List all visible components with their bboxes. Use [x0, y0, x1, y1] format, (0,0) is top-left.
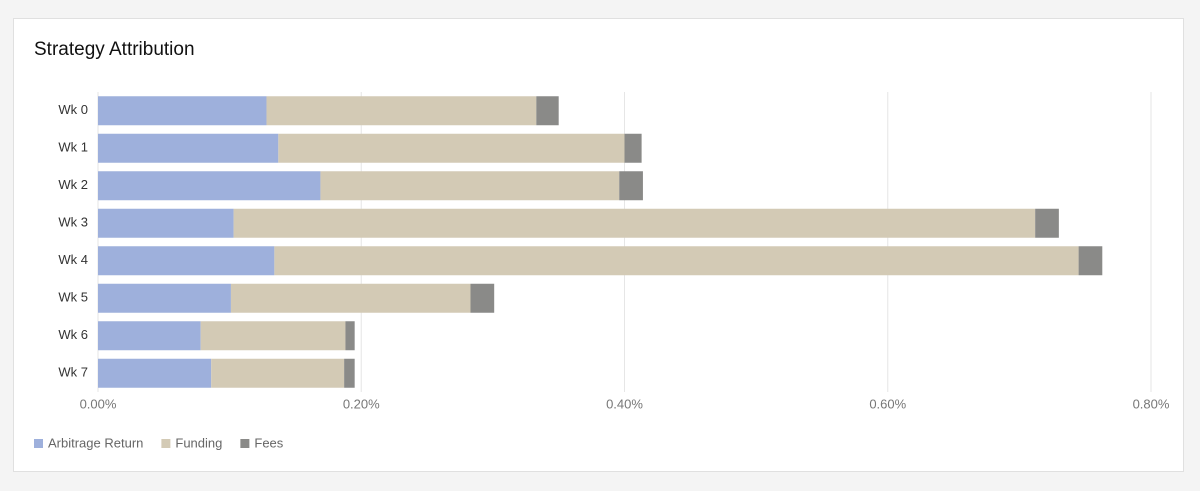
y-tick-label: Wk 6: [58, 327, 88, 342]
bar-segment: [98, 246, 275, 276]
y-tick-label: Wk 2: [58, 177, 88, 192]
bar-segment: [344, 358, 355, 388]
y-tick-label: Wk 4: [58, 252, 88, 267]
bar-segment: [470, 283, 495, 313]
legend-swatch: [240, 439, 250, 448]
x-tick-label: 0.40%: [606, 396, 643, 411]
bar-segment: [98, 133, 279, 163]
bar-segment: [536, 96, 559, 126]
bar-segment: [211, 358, 345, 388]
x-tick-label: 0.60%: [869, 396, 906, 411]
y-tick-label: Wk 3: [58, 215, 88, 230]
bar-segment: [200, 321, 346, 351]
bar-segment: [1035, 208, 1059, 238]
bar-segment: [98, 171, 321, 201]
legend-label: Arbitrage Return: [48, 435, 143, 450]
y-tick-label: Wk 1: [58, 140, 88, 155]
legend-swatch: [34, 439, 43, 448]
bar-segment: [619, 171, 643, 201]
chart-title: Strategy Attribution: [34, 39, 195, 60]
bar-segment: [230, 283, 471, 313]
bar-segment: [98, 208, 234, 238]
x-tick-label: 0.20%: [343, 396, 380, 411]
bar-segment: [98, 283, 231, 313]
x-tick-label: 0.80%: [1133, 396, 1170, 411]
card: [13, 18, 1184, 472]
y-tick-label: Wk 5: [58, 290, 88, 305]
bar-segment: [1078, 246, 1103, 276]
bar-segment: [278, 133, 625, 163]
bar-segment: [274, 246, 1079, 276]
bar-segment: [98, 321, 201, 351]
bar-segment: [98, 358, 212, 388]
legend-label: Fees: [254, 435, 283, 450]
y-tick-label: Wk 0: [58, 102, 88, 117]
legend-label: Funding: [175, 435, 222, 450]
bar-segment: [233, 208, 1036, 238]
bar-segment: [98, 96, 267, 126]
bar-segment: [345, 321, 355, 351]
bar-segment: [624, 133, 642, 163]
y-tick-label: Wk 7: [58, 365, 88, 380]
bar-segment: [320, 171, 620, 201]
x-tick-label: 0.00%: [80, 396, 117, 411]
bar-segment: [266, 96, 537, 126]
legend-swatch: [161, 439, 171, 448]
